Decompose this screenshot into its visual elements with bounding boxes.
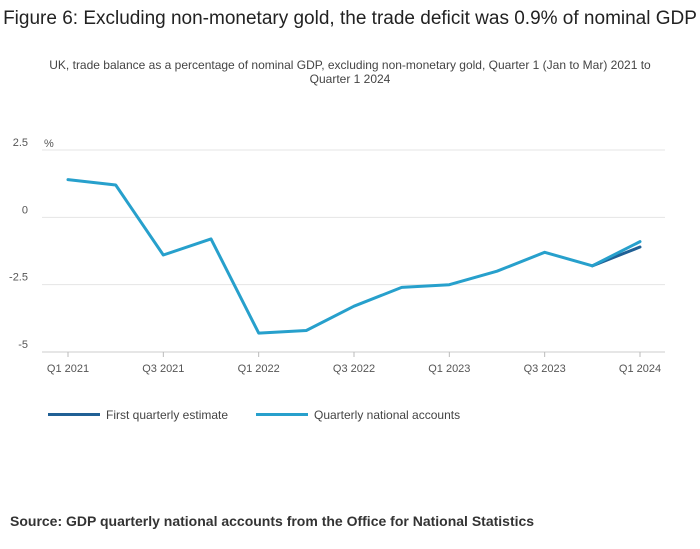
legend-item-national-accounts: Quarterly national accounts [256,408,460,422]
chart-subtitle: UK, trade balance as a percentage of nom… [49,58,651,86]
chart-title: Figure 6: Excluding non-monetary gold, t… [3,8,697,29]
x-tick-label: Q3 2021 [142,363,184,375]
x-axis: Q1 2021 Q3 2021 Q1 2022 Q3 2022 Q1 2023 Q3 20… [47,352,661,375]
legend-label-first-estimate: First quarterly estimate [106,408,229,422]
y-tick-label: 2.5 [13,137,28,149]
line-chart: 2.50-2.5-5 Q1 2021 Q3 2021 Q1 2022 Q3 2022 Q… [9,137,665,375]
y-axis-unit-label: % [44,138,54,150]
gridlines [42,149,665,353]
source-note: Source: GDP quarterly national accounts … [10,513,535,529]
series-line-national-accounts [66,178,642,335]
x-tick-label: Q3 2022 [333,363,375,375]
x-tick-label: Q1 2021 [47,363,89,375]
y-tick-label: 0 [22,204,28,216]
legend-item-first-estimate: First quarterly estimate [48,408,228,422]
legend-label-national-accounts: Quarterly national accounts [314,408,461,422]
legend-swatch-first-estimate [48,413,100,417]
x-tick-label: Q1 2024 [619,363,661,375]
y-tick-label: -5 [18,339,28,351]
x-tick-label: Q1 2022 [238,363,280,375]
legend-swatch-national-accounts [256,413,308,417]
x-tick-label: Q3 2023 [524,363,566,375]
y-axis: 2.5 0 -2.5 -5 [9,137,28,351]
y-tick-label: -2.5 [9,272,28,284]
series-lines [66,178,642,335]
x-tick-label: Q1 2023 [428,363,470,375]
